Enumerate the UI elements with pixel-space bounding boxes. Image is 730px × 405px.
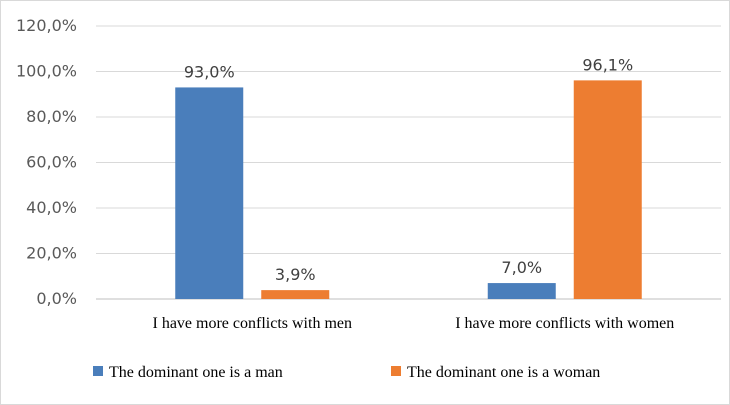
data-label: 7,0% bbox=[501, 258, 542, 277]
category-label: I have more conflicts with women bbox=[455, 315, 674, 332]
y-tick-label: 20,0% bbox=[26, 244, 77, 263]
data-label: 96,1% bbox=[582, 55, 633, 74]
legend-entry-label: The dominant one is a man bbox=[109, 364, 283, 381]
y-tick-label: 100,0% bbox=[16, 62, 77, 81]
category-label: I have more conflicts with men bbox=[153, 315, 353, 332]
data-label: 93,0% bbox=[184, 62, 235, 81]
bars bbox=[175, 80, 642, 299]
bar bbox=[573, 80, 642, 299]
data-labels: 93,0% 3,9% 7,0% 96,1% bbox=[184, 55, 633, 284]
bar bbox=[175, 87, 244, 299]
legend: The dominant one is a man The dominant on… bbox=[93, 364, 600, 381]
bar bbox=[261, 290, 330, 299]
y-tick-label: 40,0% bbox=[26, 198, 77, 217]
x-axis-categories: I have more conflicts with men I have mor… bbox=[153, 315, 675, 332]
data-label: 3,9% bbox=[275, 265, 316, 284]
y-tick-label: 120,0% bbox=[16, 16, 77, 35]
y-axis-ticks: 0,0% 20,0% 40,0% 60,0% 80,0% 100,0% 120,0% bbox=[16, 16, 77, 308]
y-tick-label: 60,0% bbox=[26, 153, 77, 172]
y-tick-label: 80,0% bbox=[26, 107, 77, 126]
legend-swatch bbox=[93, 366, 103, 376]
bar bbox=[487, 283, 556, 299]
legend-entry-label: The dominant one is a woman bbox=[407, 364, 600, 381]
legend-swatch bbox=[391, 366, 401, 376]
y-tick-label: 0,0% bbox=[36, 289, 77, 308]
